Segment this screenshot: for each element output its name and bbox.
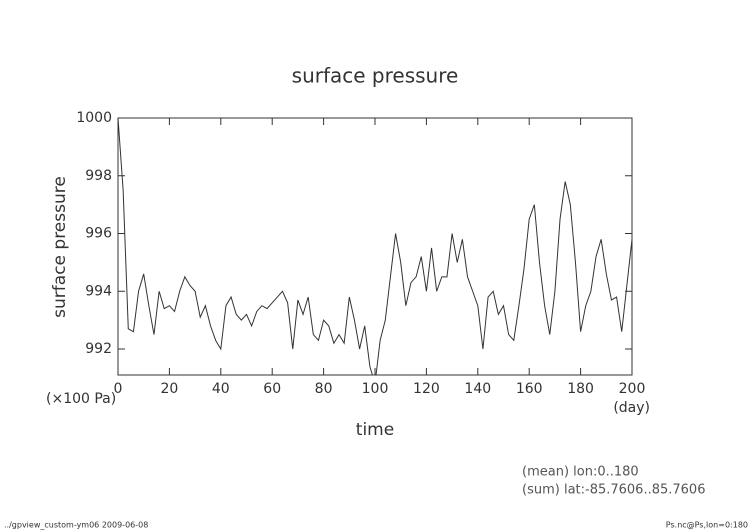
footer: ../gpview_custom-ym06 2009-06-08 <box>4 521 148 530</box>
chart-title: surface pressure <box>292 64 459 88</box>
x-tick-label: 180 <box>567 381 594 397</box>
x-unit: (day) <box>613 400 650 416</box>
x-tick-label: 80 <box>315 381 333 397</box>
x-tick-label: 120 <box>413 381 440 397</box>
x-axis-label: time <box>356 420 394 440</box>
x-tick-label: 40 <box>212 381 230 397</box>
y-tick-label: 996 <box>85 226 112 242</box>
y-tick-label: 994 <box>85 283 112 299</box>
x-tick-label: 140 <box>464 381 491 397</box>
data-line <box>118 118 632 375</box>
note: (sum) lat:-85.7606..85.7606 <box>522 483 705 498</box>
x-tick-label: 0 <box>114 381 123 397</box>
x-tick-label: 100 <box>362 381 389 397</box>
note: (mean) lon:0..180 <box>522 465 639 480</box>
y-tick-label: 998 <box>85 168 112 184</box>
x-tick-label: 160 <box>516 381 543 397</box>
plot-frame <box>117 117 633 376</box>
y-axis-label: surface pressure <box>50 176 70 318</box>
footer: Ps.nc@Ps,lon=0:180 <box>666 521 748 530</box>
x-tick-label: 60 <box>263 381 281 397</box>
x-tick-label: 20 <box>160 381 178 397</box>
y-tick-label: 1000 <box>76 110 112 126</box>
y-tick-label: 992 <box>85 341 112 357</box>
x-tick-label: 200 <box>619 381 646 397</box>
y-unit: (×100 Pa) <box>46 391 116 407</box>
